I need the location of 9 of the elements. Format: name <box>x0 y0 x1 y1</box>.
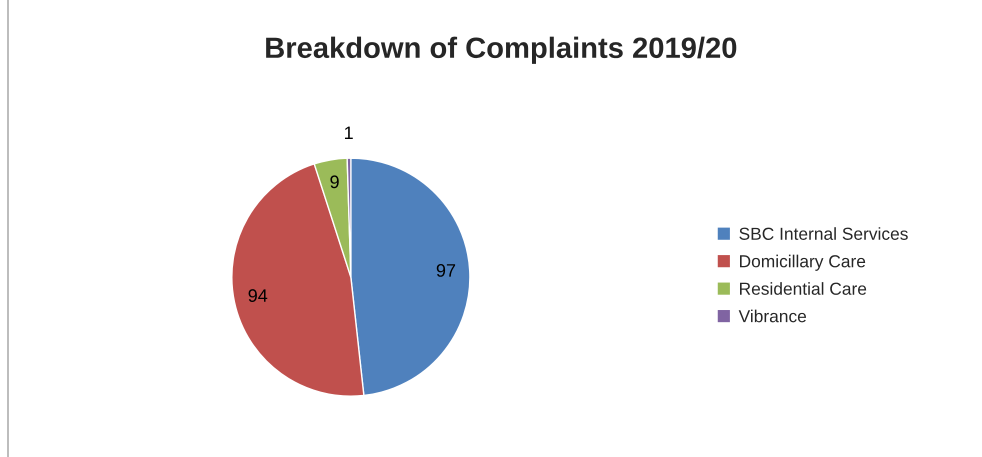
legend-label: Vibrance <box>738 310 806 322</box>
data-label: 9 <box>330 175 339 188</box>
chart-title: Breakdown of Complaints 2019/20 <box>266 36 736 64</box>
data-label: 1 <box>344 126 353 140</box>
legend-label: Domicillary Care <box>740 254 866 271</box>
data-label: 97 <box>436 264 456 277</box>
legend-label: Residential Care <box>740 282 866 295</box>
data-label: 94 <box>248 289 268 302</box>
legend-label: SBC Internal Services <box>739 227 908 240</box>
